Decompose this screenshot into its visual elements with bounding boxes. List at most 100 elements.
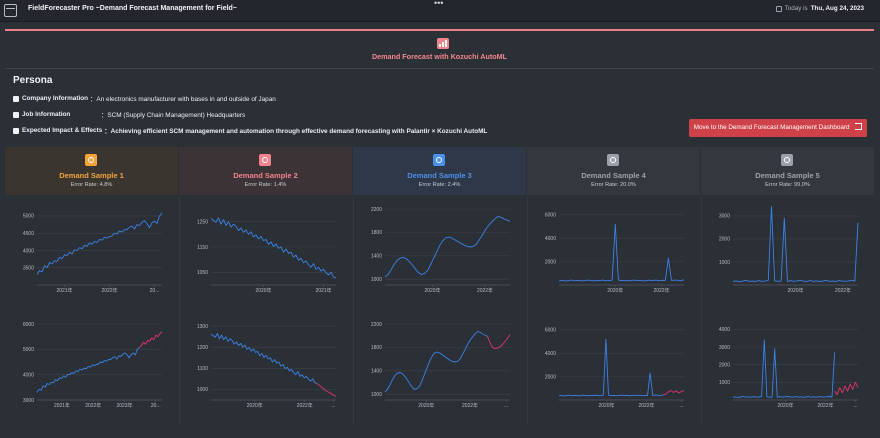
x-tick-label: 2020年 bbox=[424, 287, 440, 294]
x-tick-label: 20... bbox=[151, 403, 161, 409]
sidebar-toggle-icon[interactable] bbox=[4, 4, 17, 17]
forecast-line bbox=[663, 390, 685, 396]
series-line bbox=[384, 216, 511, 278]
x-tick-label: ... bbox=[331, 403, 335, 409]
series-line bbox=[558, 338, 664, 397]
history-chart-1: 3500 4000 4500 5000 2021年 2022年 20... bbox=[23, 212, 163, 294]
top-bar: FieldForecaster Pro ~Demand Forecast Man… bbox=[0, 0, 880, 22]
y-tick-label: 6000 bbox=[545, 328, 556, 334]
bullet-square-icon bbox=[13, 127, 19, 134]
sample-header-4[interactable]: Demand Sample 4 Error Rate: 20.0% bbox=[527, 147, 700, 195]
y-tick-label: 1000 bbox=[371, 277, 382, 283]
y-tick-label: 5000 bbox=[23, 214, 34, 220]
sample-name: Demand Sample 3 bbox=[407, 171, 472, 180]
x-tick-label: 2020年 bbox=[598, 402, 614, 409]
y-tick-label: 3000 bbox=[719, 214, 730, 220]
sample-column-4: Demand Sample 4 Error Rate: 20.0% 2000 40… bbox=[527, 147, 700, 425]
series-line bbox=[558, 223, 685, 282]
x-tick-label: 2020年 bbox=[418, 402, 434, 409]
history-chart-4: 2000 4000 6000 2020年 2022年 bbox=[545, 213, 685, 294]
target-icon bbox=[259, 154, 271, 166]
x-tick-label: 2020年 bbox=[777, 402, 793, 409]
y-tick-label: 1050 bbox=[197, 270, 208, 276]
sample-column-2: Demand Sample 2 Error Rate: 1.4% 1050 115… bbox=[179, 147, 352, 425]
y-tick-label: 2000 bbox=[545, 374, 556, 380]
y-tick-label: 1800 bbox=[371, 345, 382, 351]
forecast-chart-1: 3000 4000 5000 6000 2021年 2022年 2023年 20... bbox=[23, 322, 163, 409]
x-tick-label: 2022年 bbox=[101, 287, 117, 294]
x-tick-label: ... bbox=[853, 403, 857, 409]
series-line bbox=[732, 339, 836, 398]
bullet-square-icon bbox=[13, 111, 19, 118]
x-tick-label: 2022年 bbox=[297, 402, 313, 409]
more-options-icon[interactable]: ••• bbox=[434, 0, 444, 8]
banner: Demand Forecast with Kozuchi AutoML bbox=[5, 29, 874, 67]
history-chart-2: 1050 1150 1250 2020年 2021年 bbox=[197, 217, 337, 294]
x-tick-label: 2022年 bbox=[835, 287, 851, 294]
series-line bbox=[210, 333, 318, 384]
forecast-line bbox=[487, 334, 511, 350]
column-divider bbox=[527, 197, 528, 425]
y-tick-label: 4000 bbox=[545, 351, 556, 357]
x-tick-label: 2022年 bbox=[817, 402, 833, 409]
y-tick-label: 4000 bbox=[545, 236, 556, 242]
persona-company-row: Company Information ：An electronics manu… bbox=[13, 94, 276, 103]
sample-error-rate: Error Rate: 4.8% bbox=[70, 182, 113, 188]
series-line bbox=[36, 212, 163, 275]
sample-header-5[interactable]: Demand Sample 5 Error Rate: 99.0% bbox=[701, 147, 874, 195]
sample-name: Demand Sample 2 bbox=[233, 171, 298, 180]
y-tick-label: 2200 bbox=[371, 207, 382, 213]
x-tick-label: 2020年 bbox=[247, 402, 263, 409]
today-indicator: Today is Thu, Aug 24, 2023 bbox=[775, 5, 864, 12]
series-line bbox=[732, 206, 859, 283]
y-tick-label: 2000 bbox=[719, 362, 730, 368]
forecast-line bbox=[834, 381, 859, 396]
sample-error-rate: Error Rate: 2.4% bbox=[418, 182, 461, 188]
x-tick-label: 2023年 bbox=[116, 402, 132, 409]
y-tick-label: 4000 bbox=[719, 327, 730, 333]
persona-value: ：An electronics manufacturer with bases … bbox=[90, 96, 276, 103]
login-arrow-icon bbox=[855, 123, 863, 130]
sample-column-5: Demand Sample 5 Error Rate: 99.0% 1000 20… bbox=[701, 147, 874, 425]
column-divider bbox=[179, 197, 180, 425]
y-tick-label: 1000 bbox=[719, 380, 730, 386]
x-tick-label: 2022年 bbox=[85, 402, 101, 409]
y-tick-label: 3000 bbox=[719, 345, 730, 351]
persona-key: Expected Impact & Effects bbox=[22, 127, 103, 134]
y-tick-label: 3500 bbox=[23, 266, 34, 272]
x-tick-label: 2022年 bbox=[477, 287, 493, 294]
x-tick-label: 2022年 bbox=[462, 402, 478, 409]
persona-title: Persona bbox=[13, 75, 53, 86]
x-tick-label: ... bbox=[679, 403, 683, 409]
sample-column-3: Demand Sample 3 Error Rate: 2.4% 1000 140… bbox=[353, 147, 526, 425]
dashboard-button[interactable]: Move to the Demand Forecast Management D… bbox=[689, 119, 867, 137]
x-tick-label: 2020年 bbox=[787, 287, 803, 294]
series-line bbox=[384, 331, 488, 393]
sample-header-1[interactable]: Demand Sample 1 Error Rate: 4.8% bbox=[5, 147, 178, 195]
series-line bbox=[36, 346, 140, 393]
persona-value: ：Achieving efficient SCM management and … bbox=[104, 128, 488, 135]
forecast-chart-4: 2000 4000 6000 2020年 2022年... bbox=[545, 328, 685, 409]
target-icon bbox=[781, 154, 793, 166]
target-icon bbox=[607, 154, 619, 166]
sample-error-rate: Error Rate: 99.0% bbox=[765, 182, 810, 188]
y-tick-label: 4500 bbox=[23, 231, 34, 237]
x-tick-label: 2022年 bbox=[653, 287, 669, 294]
persona-key: Company Information bbox=[22, 95, 89, 102]
x-tick-label: 2021年 bbox=[315, 287, 331, 294]
calendar-icon bbox=[775, 5, 782, 12]
bar-chart-icon bbox=[437, 38, 449, 49]
y-tick-label: 6000 bbox=[23, 322, 34, 328]
y-tick-label: 1200 bbox=[197, 345, 208, 351]
sample-header-2[interactable]: Demand Sample 2 Error Rate: 1.4% bbox=[179, 147, 352, 195]
y-tick-label: 1000 bbox=[719, 260, 730, 266]
x-tick-label: ... bbox=[504, 403, 508, 409]
persona-job-row: Job Information ：SCM (Supply Chain Manag… bbox=[13, 110, 245, 119]
target-icon bbox=[85, 154, 97, 166]
column-divider bbox=[353, 197, 354, 425]
x-tick-label: 2020年 bbox=[607, 287, 623, 294]
history-chart-5: 1000 2000 3000 2020年 2022年 bbox=[719, 206, 859, 294]
y-tick-label: 1000 bbox=[371, 392, 382, 398]
forecast-line bbox=[316, 383, 337, 397]
sample-header-3[interactable]: Demand Sample 3 Error Rate: 2.4% bbox=[353, 147, 526, 195]
